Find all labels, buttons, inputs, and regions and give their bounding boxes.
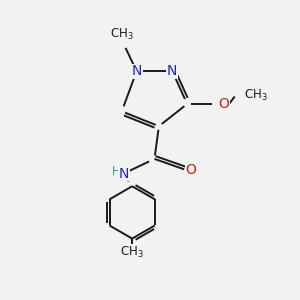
- Text: N: N: [167, 64, 178, 78]
- Text: O: O: [185, 163, 196, 177]
- Text: CH$_3$: CH$_3$: [120, 245, 144, 260]
- Text: CH$_3$: CH$_3$: [110, 26, 134, 41]
- Text: CH$_3$: CH$_3$: [244, 88, 267, 103]
- Text: N: N: [131, 64, 142, 78]
- Text: H: H: [112, 165, 120, 178]
- Text: N: N: [119, 167, 129, 181]
- Text: O: O: [218, 97, 229, 111]
